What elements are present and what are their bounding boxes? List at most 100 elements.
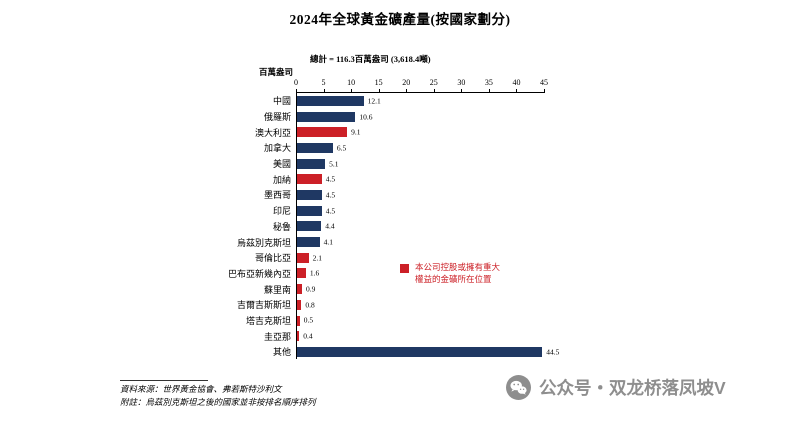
x-tick-label: 10 [347,78,356,87]
category-label: 印尼 [272,206,291,217]
bar-highlighted [297,284,302,295]
bar-default [297,111,356,122]
value-label: 4.1 [323,237,333,247]
chart-row: 圭亞那 0.4 [60,328,600,344]
category-label: 蘇里南 [263,284,291,295]
category-label: 哥倫比亞 [254,253,291,264]
legend-swatch [400,264,409,273]
category-label: 巴布亞新幾內亞 [227,268,291,279]
x-tick-label: 20 [402,78,411,87]
footer-notes: 資料來源：世界黃金協會、弗若斯特沙利文 附註：烏茲別克斯坦之後的國家並非按排名順… [120,383,316,409]
chart-row: 蘇里南 0.9 [60,281,600,297]
category-label: 吉爾吉斯斯坦 [236,300,291,311]
x-tick-label: 25 [429,78,438,87]
x-tick-mark [406,89,408,92]
bar-track: 10.6 [296,109,600,125]
value-label: 0.8 [305,300,315,310]
bar-highlighted [297,127,348,138]
x-tick-label: 35 [484,78,493,87]
chart-row: 塔吉克斯坦 0.5 [60,313,600,329]
value-label: 0.9 [305,284,316,294]
x-tick-label: 5 [321,78,326,87]
chart-row: 加納 4.5 [60,171,600,187]
x-tick-mark [461,89,463,92]
chart-row: 俄羅斯 10.6 [60,109,600,125]
bar-track: 4.4 [296,219,600,235]
chart-total-label: 總計 = 116.3百萬盎司 (3,618.4噸) [310,54,431,64]
legend: 本公司控股或擁有重大 權益的金礦所在位置 [400,262,500,285]
chart-row: 美國 5.1 [60,156,600,172]
category-label: 其他 [272,347,291,358]
bar-track: 1.6 [296,266,600,282]
value-label: 9.1 [351,127,361,137]
chart-row: 烏茲別克斯坦 4.1 [60,234,600,250]
x-tick-label: 40 [512,78,521,87]
bar-default [297,205,322,216]
bar-track: 0.9 [296,281,600,297]
bar-default [297,190,322,201]
bar-highlighted [297,252,309,263]
category-label: 烏茲別克斯坦 [236,237,291,248]
bar-highlighted [297,331,300,342]
category-label: 秘魯 [272,221,291,232]
value-label: 44.5 [546,347,560,357]
category-label: 俄羅斯 [263,112,291,123]
category-label: 加拿大 [263,143,291,154]
value-label: 4.5 [325,206,336,216]
bar-default [297,237,320,248]
footer-divider [120,380,208,381]
chart-unit-label: 百萬盎司 [258,67,293,77]
bar-track: 4.5 [296,187,600,203]
legend-label-line2: 權益的金礦所在位置 [415,273,492,284]
page-title: 2024年全球黃金礦產量(按國家劃分) [289,12,511,27]
value-label: 6.5 [336,143,347,153]
bar-track: 4.5 [296,171,600,187]
bar-track: 5.1 [296,156,600,172]
value-label: 2.1 [312,253,322,263]
x-tick-mark [488,89,490,92]
source-note: 資料來源：世界黃金協會、弗若斯特沙利文 [120,384,282,394]
bar-highlighted [297,268,306,279]
x-axis: 0 5 10 15 20 25 30 35 40 45 [294,78,548,93]
category-label: 中國 [272,96,291,107]
x-tick-mark [378,89,380,92]
bar-highlighted [297,315,300,326]
bar-default [297,221,322,232]
x-tick-label: 30 [457,78,466,87]
category-label: 塔吉克斯坦 [245,315,291,326]
value-label: 1.6 [309,268,320,278]
category-label: 圭亞那 [263,331,291,342]
value-label: 0.5 [303,315,314,325]
chart-row: 澳大利亞 9.1 [60,124,600,140]
chart-row: 哥倫比亞 2.1 [60,250,600,266]
chart-row: 印尼 4.5 [60,203,600,219]
bar-chart: 中國 12.1 俄羅斯 10.6 澳大利亞 9.1 加拿大 6.5 美國 5.1 加納 4.5 墨西哥 4… [60,93,600,360]
bar-track: 6.5 [296,140,600,156]
bar-track: 44.5 [296,344,600,360]
bar-track: 2.1 [296,250,600,266]
x-tick-mark [296,89,297,92]
x-tick-mark [544,89,545,92]
category-label: 美國 [272,159,291,170]
wechat-icon [506,375,531,400]
value-label: 5.1 [329,159,339,169]
category-label: 加納 [272,174,291,185]
chart-row: 巴布亞新幾內亞 1.6 [60,266,600,282]
x-tick-label: 15 [374,78,383,87]
x-tick-mark [323,89,325,92]
bar-track: 4.1 [296,234,600,250]
value-label: 4.5 [325,174,336,184]
watermark: 公众号・双龙桥落凤坡V [506,375,726,400]
bar-default [297,142,333,153]
x-tick-mark [351,89,353,92]
legend-label: 本公司控股或擁有重大 權益的金礦所在位置 [415,262,500,285]
legend-label-line1: 本公司控股或擁有重大 [415,262,501,272]
category-label: 澳大利亞 [254,127,291,138]
x-tick-mark [433,89,435,92]
x-tick-mark [516,89,518,92]
bar-track: 12.1 [296,93,600,109]
bar-default [297,95,364,106]
y-axis-line [296,92,297,359]
x-tick-label: 0 [294,78,298,87]
chart-row: 秘魯 4.4 [60,219,600,235]
